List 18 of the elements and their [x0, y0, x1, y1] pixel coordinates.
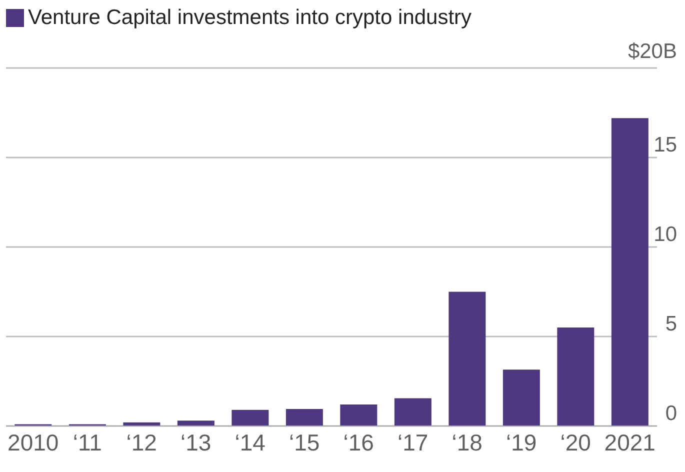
x-tick-label: 2010 — [8, 429, 59, 456]
x-tick-label: ‘12 — [126, 429, 157, 456]
x-tick-label: ‘18 — [452, 429, 482, 456]
x-tick-label: ‘15 — [289, 429, 320, 456]
y-tick-label: 5 — [665, 312, 677, 336]
x-tick-label: ‘17 — [398, 429, 428, 456]
y-tick-label: $20B — [628, 40, 677, 63]
y-tick-label: 10 — [654, 223, 677, 246]
legend-label: Venture Capital investments into crypto industry — [28, 6, 472, 30]
x-tick-label: ‘16 — [343, 429, 374, 456]
x-tick-label: 2021 — [604, 429, 656, 456]
x-tick-label: ‘19 — [506, 429, 537, 456]
x-tick-label: ‘13 — [180, 429, 212, 456]
x-tick-label: ‘11 — [72, 429, 102, 456]
y-tick-label: 15 — [654, 134, 677, 156]
x-tick-label: ‘20 — [560, 429, 591, 456]
x-tick-label: ‘14 — [234, 429, 266, 456]
y-tick-label: 0 — [665, 402, 677, 425]
